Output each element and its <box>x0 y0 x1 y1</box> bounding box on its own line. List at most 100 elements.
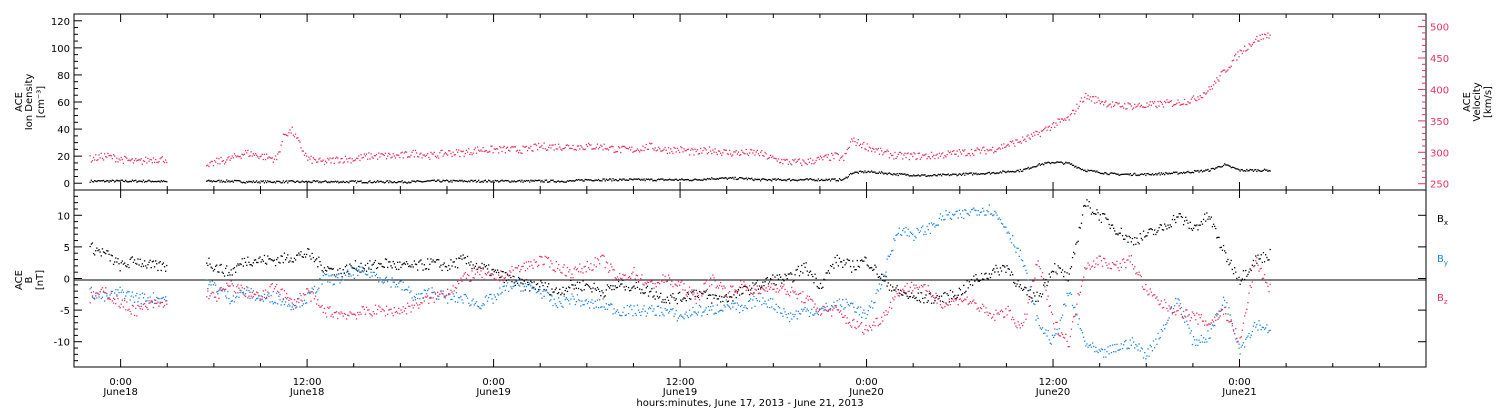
velocity-point <box>514 146 516 148</box>
velocity-point <box>651 142 653 145</box>
bx-point <box>229 274 231 276</box>
velocity-point <box>952 150 954 153</box>
density-point <box>407 182 409 184</box>
density-point <box>1194 170 1196 172</box>
velocity-point <box>1211 88 1214 90</box>
velocity-point <box>1128 103 1130 105</box>
bx-point <box>1126 235 1128 238</box>
velocity-point <box>482 146 484 149</box>
velocity-point <box>776 160 778 162</box>
by-point <box>307 292 309 294</box>
by-point <box>867 310 869 312</box>
bx-point <box>1251 264 1253 266</box>
velocity-point <box>1086 98 1088 100</box>
density-point <box>925 175 927 177</box>
density-point <box>705 179 707 181</box>
density-point <box>1268 169 1270 172</box>
density-point <box>495 180 498 182</box>
velocity-point <box>317 161 319 163</box>
bx-point <box>1048 273 1050 275</box>
bz-point <box>111 300 113 302</box>
bx-point <box>679 291 681 294</box>
density-point <box>902 173 904 175</box>
by-point <box>1017 247 1019 249</box>
density-point <box>1039 164 1041 166</box>
velocity-point <box>733 151 735 153</box>
bx-point <box>125 265 127 267</box>
density-point <box>260 180 262 182</box>
density-point <box>1255 169 1257 171</box>
density-point <box>743 178 745 180</box>
bx-point <box>1166 228 1168 230</box>
by-point <box>666 309 668 311</box>
velocity-point <box>502 146 504 149</box>
bz-point <box>221 290 223 292</box>
by-point <box>590 301 592 303</box>
bx-point <box>1256 262 1258 264</box>
density-point <box>544 179 546 181</box>
velocity-point <box>393 155 395 157</box>
bz-point <box>782 285 784 288</box>
bx-point <box>300 251 302 253</box>
bx-point <box>864 256 866 258</box>
velocity-point <box>1045 126 1047 128</box>
velocity-point <box>129 160 131 162</box>
bx-point <box>785 275 787 277</box>
density-point <box>894 173 896 175</box>
density-point <box>430 180 432 182</box>
bz-point <box>402 306 404 308</box>
velocity-point <box>508 149 510 151</box>
by-point <box>259 298 261 300</box>
bx-point <box>846 258 848 260</box>
density-point <box>563 181 565 183</box>
bz-point <box>459 279 461 281</box>
bz-point <box>627 277 630 279</box>
density-point <box>1191 171 1194 173</box>
velocity-point <box>378 152 380 154</box>
velocity-point <box>1236 59 1238 61</box>
velocity-point <box>1261 33 1263 36</box>
density-point <box>228 180 230 182</box>
velocity-point <box>1070 112 1073 115</box>
velocity-point <box>510 147 512 149</box>
bx-point <box>808 271 811 273</box>
velocity-point <box>848 146 851 148</box>
velocity-point <box>697 153 700 155</box>
velocity-point <box>594 148 596 150</box>
by-point <box>1087 346 1089 348</box>
x-date-label: June21 <box>1221 387 1257 398</box>
density-point <box>1224 163 1226 165</box>
bz-point <box>307 288 309 290</box>
velocity-point <box>712 149 714 151</box>
bz-point <box>707 279 710 281</box>
bx-point <box>1151 229 1154 231</box>
bz-point <box>94 298 96 300</box>
bx-point <box>395 268 398 270</box>
by-point <box>543 295 545 297</box>
by-point <box>992 214 994 217</box>
bz-point <box>100 288 102 291</box>
bx-point <box>433 261 435 263</box>
by-point <box>1182 310 1185 313</box>
density-point <box>311 181 313 183</box>
density-point <box>125 179 127 182</box>
by-point <box>714 312 716 314</box>
bz-point <box>509 270 511 272</box>
velocity-point <box>980 149 983 151</box>
bz-point <box>716 285 718 287</box>
velocity-point <box>481 150 483 152</box>
velocity-point <box>400 152 402 154</box>
density-point <box>508 180 510 182</box>
velocity-point <box>901 153 903 155</box>
velocity-point <box>1210 85 1212 88</box>
by-point <box>1260 328 1262 331</box>
bx-point <box>242 265 244 267</box>
bx-point <box>1076 241 1078 244</box>
bz-point <box>758 292 761 294</box>
density-point <box>905 174 907 176</box>
density-point <box>1003 170 1005 172</box>
by-point <box>330 275 332 277</box>
density-point <box>707 178 710 180</box>
bx-point <box>866 264 868 266</box>
bx-point <box>506 273 509 275</box>
